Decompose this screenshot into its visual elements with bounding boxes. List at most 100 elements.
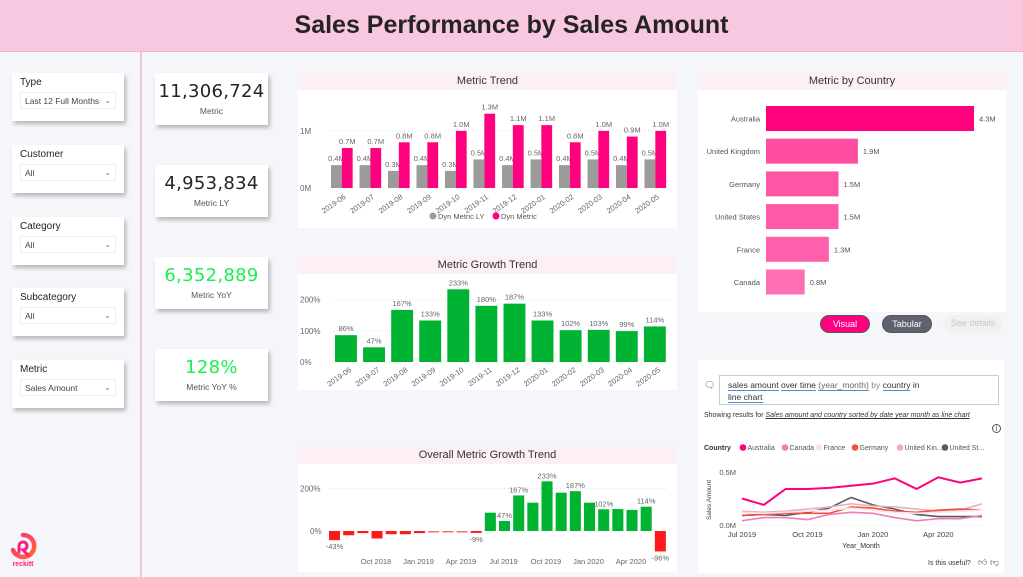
x-tick-label: 2019-11 [466,365,493,388]
line-france [741,507,983,515]
dropdown-value: Sales Amount [25,382,78,393]
bar [527,502,539,531]
bar [385,531,397,535]
x-tick-label: 2019-07 [353,365,381,388]
legend-label: Dyn Metric [501,212,537,221]
chevron-down-icon: ⌄ [104,311,111,320]
kpi-caption: Metric YoY [191,290,232,300]
bar [587,329,610,362]
bar [470,531,482,533]
showing-link[interactable]: Sales amount and country sorted by date … [765,412,970,419]
category-dropdown[interactable]: All ⌄ [20,236,116,253]
tabular-button[interactable]: Tabular [882,315,932,333]
bar [499,520,511,531]
panel-title: Overall Metric Growth Trend [298,446,677,464]
bar-dyn-metric [398,142,410,188]
qa-panel: 🗨 sales amount over time (year_month) by… [698,360,1004,573]
x-tick-label: Apr 2019 [446,557,476,566]
bar [626,509,638,531]
x-tick-label: 2019-06 [320,192,348,215]
data-label: 1.5M [844,213,861,222]
data-label: 187% [505,293,525,302]
data-label: 1.5M [844,180,861,189]
slicer-label: Customer [20,149,64,160]
bar [357,531,369,534]
overall-growth-chart: 200% 0% -43% -9% 47% 167% 233% 187% 102% 114% -96%… [300,471,669,566]
showing-prefix: Showing results for [704,412,764,419]
sidebar-divider [140,52,142,577]
data-label: 114% [637,497,656,506]
data-label: 0.4M [556,154,573,163]
x-tick-label: Oct 2018 [361,557,391,566]
see-details-button[interactable]: See details [943,315,1003,333]
metric-trend-chart: 0M1M0.4M0.7M2019-060.4M0.7M2019-070.3M0.… [300,103,670,221]
legend-marker [429,212,437,220]
x-tick-label: 2020-02 [548,192,576,215]
bar-dyn-metric [655,130,667,188]
data-label: 180% [477,295,497,304]
data-label: 47% [497,511,512,520]
bar [363,347,385,362]
bar [484,512,496,531]
x-tick-label: Jul 2019 [728,530,756,539]
logo-text: reckitt [12,561,34,568]
y-tick-label: 0% [300,358,312,367]
thumbs-down-icon[interactable]: 👎︎ [990,558,1000,568]
slicer-type: Type Last 12 Full Months ⌄ [12,73,124,121]
qa-query-input[interactable]: sales amount over time (year_month) by c… [719,375,999,405]
data-label: 102% [561,319,581,328]
x-tick-label: Oct 2019 [792,530,822,539]
data-label: 99% [619,320,634,329]
x-tick-label: 2019-08 [382,365,410,388]
x-tick-label: 2020-04 [606,365,634,388]
data-label: 103% [589,319,609,328]
thumbs-up-icon[interactable]: 👍︎ [978,558,988,568]
type-dropdown[interactable]: Last 12 Full Months ⌄ [20,92,116,109]
bar-dyn-metric [626,136,638,188]
data-label: 1.3M [481,103,498,112]
x-tick-label: 2019-06 [325,365,353,388]
line-canada [741,511,983,522]
x-tick-label: 2019-07 [348,192,376,215]
chat-bubble-icon: 🗨 [704,381,716,391]
kpi-caption: Metric LY [193,198,230,208]
chevron-down-icon: ⌄ [104,168,111,177]
metric-growth-panel: Metric Growth Trend 0% 100% 200% 86% 2019-06… [298,256,677,390]
data-label: 1.3M [834,245,851,254]
y-tick-label: 200% [300,296,320,305]
info-icon[interactable]: i [992,424,1001,433]
subcategory-dropdown[interactable]: All ⌄ [20,307,116,324]
bar [766,204,839,230]
data-label: 1.0M [453,120,470,129]
kpi-value: 4,953,834 [164,173,259,194]
x-tick-label: 2020-04 [605,192,633,215]
slicer-label: Metric [20,364,48,375]
bar [766,269,805,295]
bar [371,531,383,539]
x-tick-label: Jan 2020 [573,557,604,566]
customer-dropdown[interactable]: All ⌄ [20,164,116,181]
bar-dyn-metric-ly [502,165,513,188]
dropdown-value: Last 12 Full Months [25,95,100,106]
y-tick-label: 200% [300,484,320,493]
y-tick-label: 1M [300,127,311,136]
qa-line-chart: Country Australia Canada France Germany Unite… [704,444,986,550]
visual-button[interactable]: Visual [820,315,870,333]
legend-marker [851,444,859,451]
header-bar: Sales Performance by Sales Amount [0,0,1023,52]
bar-dyn-metric-ly [359,165,371,188]
slicer-label: Subcategory [20,292,77,303]
legend-label: Dyn Metric LY [438,212,485,221]
data-label: 0.3M [385,160,402,169]
x-tick-label: 2019-10 [438,365,466,388]
legend-marker [941,444,949,451]
x-tick-label: Jan 2019 [403,557,434,566]
metric-dropdown[interactable]: Sales Amount ⌄ [20,379,116,396]
bar [456,531,468,533]
data-label: 0.5M [585,148,602,157]
data-label: 0.4M [414,154,431,163]
kpi-card-metric-yoy: 6,352,889 Metric YoY [155,257,268,309]
category-label: Australia [731,115,761,124]
bar [541,481,553,531]
legend-marker [815,444,823,451]
